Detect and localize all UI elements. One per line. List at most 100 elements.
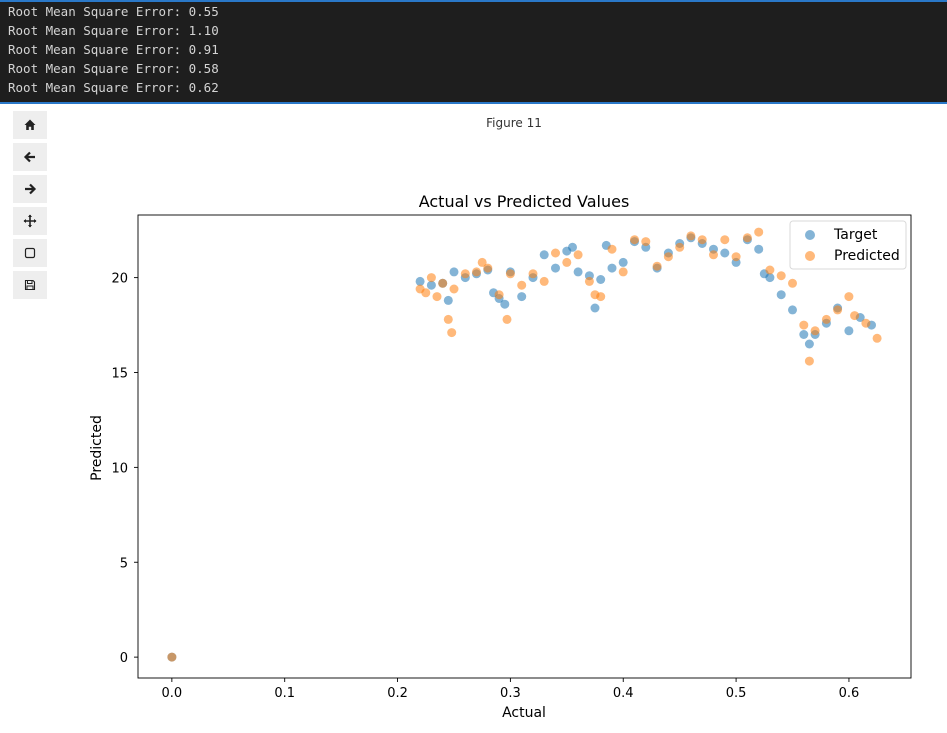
- target-point: [799, 330, 809, 339]
- predicted-point: [449, 284, 459, 294]
- x-tick-label: 0.5: [726, 686, 747, 701]
- target-point: [765, 273, 775, 283]
- legend: Target Predicted: [789, 220, 907, 270]
- predicted-point: [821, 314, 831, 324]
- predicted-point: [421, 288, 431, 298]
- predicted-point: [432, 292, 442, 302]
- predicted-point: [872, 333, 882, 343]
- predicted-point: [742, 233, 752, 243]
- predicted-point: [472, 267, 481, 277]
- predicted-point: [776, 271, 786, 281]
- predicted-point: [502, 314, 512, 324]
- predicted-point: [447, 328, 457, 338]
- predicted-point: [596, 292, 606, 302]
- predicted-point: [494, 290, 504, 300]
- predicted-point: [607, 244, 617, 254]
- predicted-point: [167, 652, 177, 662]
- forward-arrow-icon: [25, 183, 37, 195]
- target-point: [449, 267, 459, 277]
- predicted-point: [438, 278, 448, 288]
- x-axis-label: Actual: [502, 705, 546, 721]
- predicted-point: [630, 235, 639, 245]
- target-point: [573, 267, 583, 277]
- y-axis-label: Predicted: [89, 415, 105, 481]
- zoom-rect-icon: [24, 247, 36, 259]
- plot-frame: [137, 214, 912, 679]
- back-arrow-icon: [23, 151, 35, 163]
- legend-box: [789, 220, 907, 270]
- console-output: Root Mean Square Error: 0.55 Root Mean S…: [0, 0, 947, 104]
- x-tick-label: 0.1: [274, 686, 295, 701]
- target-point: [618, 257, 628, 267]
- predicted-point: [505, 269, 515, 279]
- predicted-point: [460, 269, 470, 279]
- zoom-button[interactable]: [13, 239, 47, 267]
- target-point: [443, 295, 453, 305]
- save-button[interactable]: [13, 271, 47, 299]
- save-icon: [24, 279, 36, 291]
- y-tick-label: 10: [111, 461, 128, 476]
- chart-title: Actual vs Predicted Values: [419, 192, 630, 211]
- target-point: [415, 276, 425, 286]
- predicted-point: [754, 227, 764, 237]
- y-tick-label: 20: [111, 272, 128, 287]
- predicted-point: [528, 269, 538, 279]
- target-point: [754, 244, 764, 254]
- x-axis: 0.0 0.1 0.2 0.3 0.4 0.5 0.6: [162, 678, 859, 701]
- predicted-point: [652, 261, 662, 271]
- predicted-point: [663, 252, 673, 262]
- predicted-point: [539, 276, 549, 286]
- target-point: [590, 303, 600, 313]
- pan-icon: [23, 214, 37, 228]
- console-line: Root Mean Square Error: 0.55: [8, 4, 219, 19]
- predicted-point: [804, 356, 814, 366]
- y-tick-label: 5: [120, 556, 128, 571]
- y-axis: 0 5 10 15 20: [111, 272, 138, 666]
- predicted-point: [618, 267, 628, 277]
- x-tick-label: 0.2: [387, 686, 408, 701]
- target-point: [844, 326, 854, 336]
- target-point: [720, 248, 730, 258]
- forward-button[interactable]: [13, 175, 47, 203]
- predicted-point: [477, 257, 487, 267]
- legend-swatch-target: [805, 230, 815, 240]
- back-button[interactable]: [13, 143, 47, 171]
- predicted-point: [573, 250, 583, 260]
- predicted-point: [551, 248, 560, 258]
- target-point: [607, 263, 617, 273]
- home-button[interactable]: [13, 111, 47, 139]
- legend-label-target: Target: [833, 227, 878, 243]
- target-point: [426, 280, 436, 290]
- console-line: Root Mean Square Error: 1.10: [8, 23, 219, 38]
- predicted-point: [731, 252, 741, 262]
- console-line: Root Mean Square Error: 0.58: [8, 61, 219, 76]
- predicted-point: [483, 263, 493, 273]
- legend-swatch-predicted: [805, 251, 815, 261]
- target-point: [500, 299, 510, 309]
- predicted-point: [861, 318, 871, 328]
- predicted-point: [517, 280, 527, 290]
- predicted-point: [844, 292, 854, 302]
- predicted-point: [799, 320, 809, 330]
- predicted-point: [641, 237, 651, 247]
- pan-button[interactable]: [13, 207, 47, 235]
- y-tick-label: 0: [120, 651, 128, 666]
- target-point: [568, 242, 577, 252]
- y-tick-label: 15: [111, 366, 128, 381]
- x-tick-label: 0.4: [613, 686, 634, 701]
- predicted-point: [833, 305, 843, 315]
- predicted-point: [697, 235, 707, 245]
- legend-label-predicted: Predicted: [834, 248, 900, 264]
- predicted-point: [562, 257, 572, 267]
- predicted-point: [686, 231, 696, 241]
- x-tick-label: 0.3: [500, 686, 521, 701]
- predicted-point: [426, 273, 436, 283]
- target-point: [517, 292, 527, 302]
- target-point: [596, 275, 606, 284]
- home-icon: [24, 119, 36, 130]
- console-line: Root Mean Square Error: 0.91: [8, 42, 219, 57]
- target-point: [551, 263, 560, 273]
- predicted-point: [675, 242, 685, 252]
- x-tick-label: 0.0: [162, 686, 183, 701]
